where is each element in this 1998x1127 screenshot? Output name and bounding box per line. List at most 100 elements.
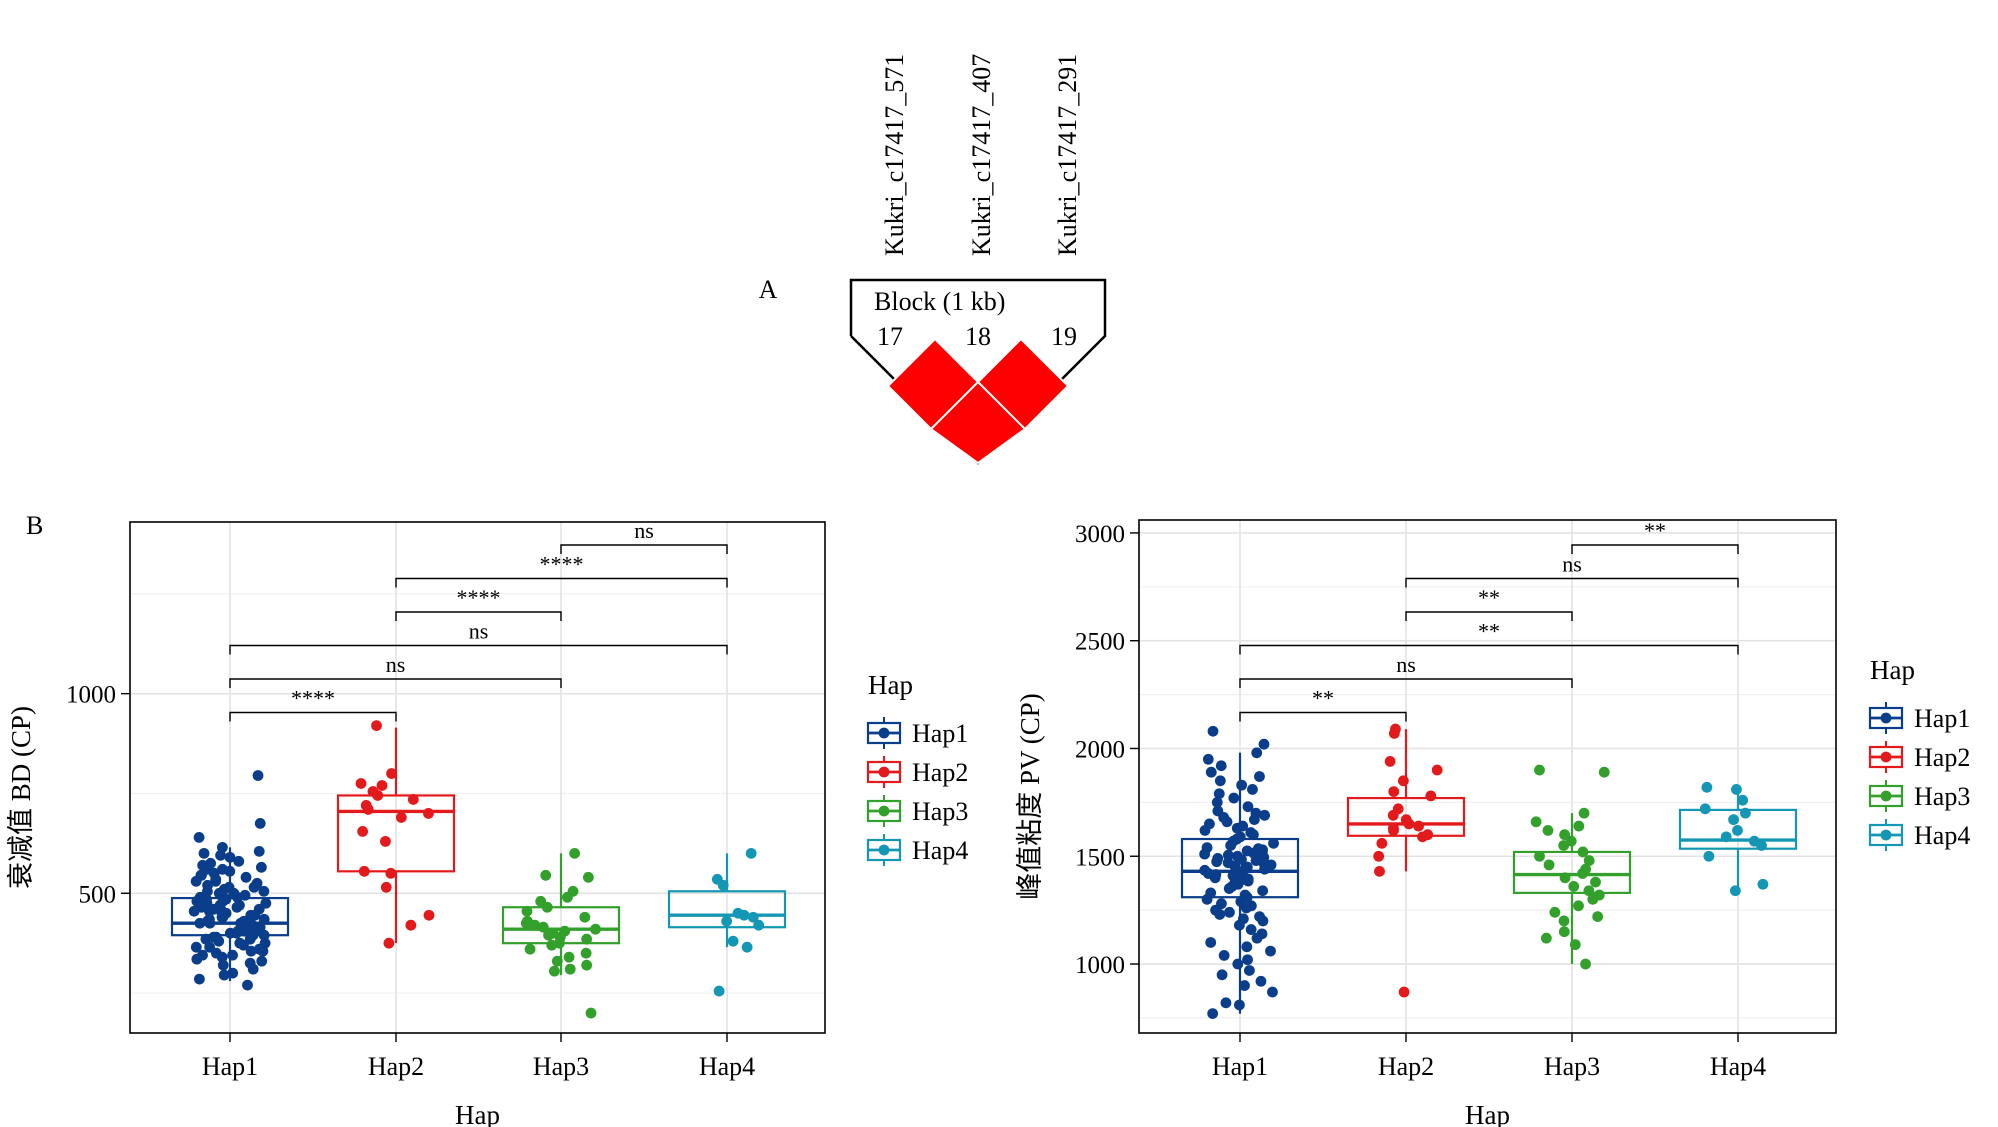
data-point-hap1 [1201,893,1213,905]
data-point-hap1 [193,831,205,843]
data-point-hap1 [1223,883,1235,894]
data-point-hap2 [372,790,384,801]
snp-label: Kukri_c17417_407 [967,54,996,256]
marker-number: 17 [877,322,903,351]
x-tick-label: Hap1 [1212,1052,1268,1081]
data-point-hap1 [232,925,244,937]
data-point-hap1 [1205,937,1217,948]
data-point-hap1 [1242,875,1254,887]
significance-bracket [229,644,728,655]
data-point-hap3 [537,921,549,933]
data-point-hap2 [380,835,391,847]
data-point-hap2 [358,865,370,877]
significance-label: **** [540,552,584,577]
significance-bracket [395,577,728,588]
legend-label: Hap4 [912,836,968,865]
data-point-hap1 [248,881,260,893]
data-point-hap2 [1373,850,1385,862]
data-point-hap2 [1376,837,1388,849]
pv-boxplot-chart: 1000 1500 2000 2500 3000 Hap1 Hap2 Hap3 Hap4 Hap 峰… [1015,518,1970,1127]
data-point-hap2 [383,937,395,949]
data-point-hap1 [1224,906,1235,918]
legend-label: Hap2 [912,758,968,787]
data-point-hap1 [1257,885,1269,897]
y-axis-title: 峰值粘度 PV (CP) [1015,693,1045,900]
significance-label: ** [1644,518,1666,543]
data-point-hap4 [738,909,750,921]
data-point-hap2 [355,778,367,789]
legend-title: Hap [1870,655,1915,685]
data-point-hap1 [1228,792,1240,804]
y-tick-label: 2500 [1075,629,1125,656]
data-point-hap3 [529,919,541,931]
data-point-hap1 [188,905,200,917]
data-point-hap1 [1247,829,1259,841]
data-point-hap3 [1568,881,1580,892]
data-point-hap2 [407,794,419,805]
data-point-hap1 [1199,824,1211,836]
data-point-hap2 [376,780,388,791]
significance-bracket [229,711,397,722]
data-point-hap4 [713,985,725,997]
data-point-hap1 [1254,771,1265,782]
legend-key-hap4 [866,834,902,866]
data-point-hap3 [1530,816,1542,828]
y-tick-label: 1000 [1075,952,1125,979]
data-point-hap4 [1701,781,1713,793]
data-point-hap1 [197,949,208,961]
significance-label: ** [1312,686,1334,711]
data-point-hap1 [1199,848,1211,860]
data-point-hap1 [1267,986,1278,998]
data-point-hap4 [1728,814,1739,826]
data-point-hap1 [1232,958,1244,970]
legend-label: Hap4 [1914,821,1970,850]
data-point-hap3 [562,891,573,903]
data-point-hap2 [405,919,417,931]
data-point-hap2 [423,909,435,921]
boxplot-hap2 [336,727,456,944]
data-point-hap1 [259,937,271,949]
data-point-hap3 [1569,939,1581,951]
data-point-hap3 [551,955,563,967]
data-point-hap1 [1248,814,1260,826]
legend-title: Hap [868,670,913,700]
data-point-hap1 [1258,738,1270,750]
data-point-hap1 [213,935,225,947]
data-point-hap1 [227,967,239,979]
data-point-hap1 [258,913,270,925]
legend: Hap Hap1 Hap2 Hap3 Hap4 [866,670,968,866]
data-point-hap1 [1218,950,1230,961]
data-point-hap1 [1258,851,1270,863]
legend-key-point [1880,790,1892,802]
data-point-hap2 [357,825,369,837]
legend-key-point [1880,829,1892,841]
legend-key-hap1 [866,717,902,749]
significance-bracket [1405,611,1573,621]
data-point-hap3 [590,923,601,935]
significance-label: ns [1562,552,1582,577]
data-point-hap4 [1757,878,1769,890]
data-point-hap1 [1241,941,1253,953]
x-tick-label: Hap4 [699,1052,755,1081]
data-point-hap3 [521,905,533,917]
data-point-hap1 [1236,854,1247,865]
data-point-hap1 [1207,725,1219,737]
data-point-hap2 [385,867,397,879]
data-point-hap1 [1251,932,1263,944]
data-point-hap1 [1215,760,1227,772]
data-point-hap4 [1740,807,1751,819]
data-point-hap2 [1384,756,1396,767]
significance-label: ns [1396,652,1416,677]
data-point-hap2 [423,808,434,819]
data-point-hap3 [1534,850,1545,862]
y-tick-label: 1500 [1075,844,1125,871]
boxplot-hap4 [667,853,787,948]
legend-key-point [878,805,890,817]
marker-number: 18 [965,322,991,351]
legend-label: Hap1 [912,719,968,748]
data-point-hap1 [224,865,236,877]
data-point-hap1 [244,933,256,945]
data-point-hap3 [1598,766,1610,778]
data-point-hap2 [395,812,407,823]
